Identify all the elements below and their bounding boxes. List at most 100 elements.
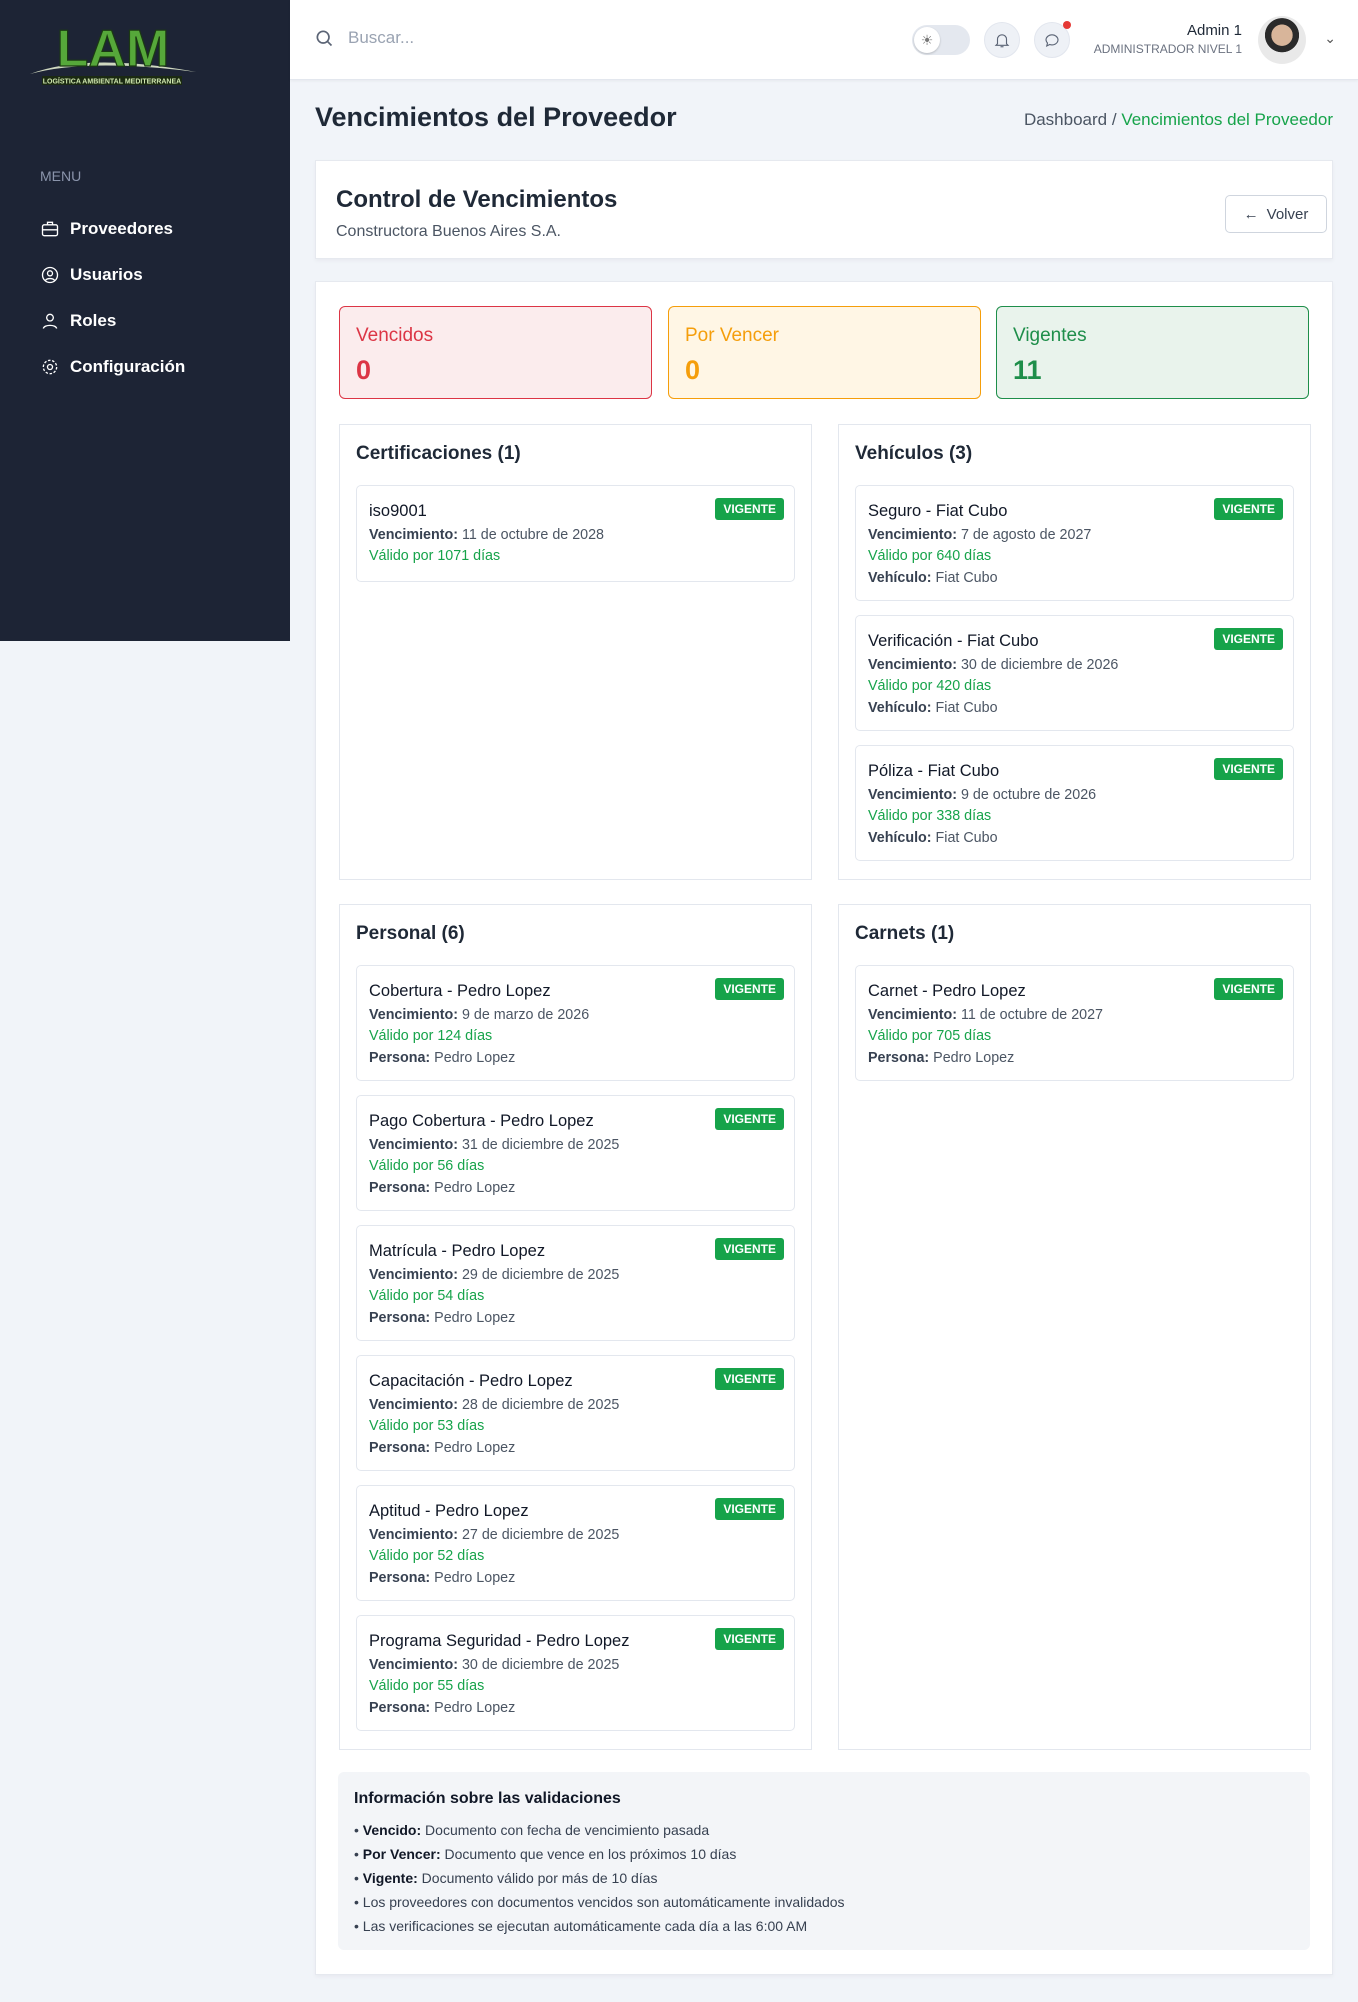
- expiry-date: 29 de diciembre de 2025: [461, 1267, 620, 1283]
- breadcrumb-dashboard[interactable]: Dashboard /: [1023, 110, 1117, 129]
- theme-toggle[interactable]: ☀: [912, 25, 970, 55]
- document-name: iso9001: [369, 502, 427, 520]
- document-name: Verificación - Fiat Cubo: [868, 632, 1039, 650]
- status-badge: VIGENTE: [715, 1108, 784, 1130]
- owner-label: Persona:: [369, 1310, 431, 1326]
- expiry-line: Vencimiento: 11 de octubre de 2027: [868, 1007, 1281, 1023]
- owner-value: Pedro Lopez: [434, 1180, 516, 1196]
- status-badge: VIGENTE: [715, 1628, 784, 1650]
- sidebar-item-label: Configuración: [70, 357, 186, 376]
- expiry-label: Vencimiento:: [868, 527, 957, 543]
- status-badge: VIGENTE: [1214, 758, 1283, 780]
- owner-label: Persona:: [868, 1050, 930, 1066]
- expiry-date: 9 de octubre de 2026: [960, 787, 1097, 803]
- owner-line: Persona: Pedro Lopez: [369, 1700, 782, 1716]
- status-badge: VIGENTE: [1214, 628, 1283, 650]
- notifications-button[interactable]: [984, 22, 1020, 58]
- svg-text:LAM: LAM: [57, 22, 170, 78]
- owner-line: Persona: Pedro Lopez: [369, 1570, 782, 1586]
- sidebar: LAM LOGÍSTICA AMBIENTAL MEDITERRANEA MEN…: [0, 0, 290, 641]
- owner-label: Vehículo:: [868, 570, 932, 586]
- validity-text: Válido por 52 días: [369, 1548, 485, 1564]
- section-carnets: Carnets (1) Carnet - Pedro Lopez VIGENTE Ve…: [838, 904, 1311, 1750]
- owner-line: Vehículo: Fiat Cubo: [868, 700, 1281, 716]
- status-badge: VIGENTE: [715, 1368, 784, 1390]
- stat-vencidos: Vencidos 0: [339, 306, 652, 399]
- control-card: Control de Vencimientos Constructora Bue…: [315, 160, 1333, 259]
- search-box[interactable]: Buscar...: [314, 28, 414, 48]
- section-title: Carnets (1): [855, 923, 955, 944]
- sidebar-item-configuracion[interactable]: Configuración: [40, 344, 185, 390]
- avatar[interactable]: [1258, 16, 1306, 64]
- sidebar-item-usuarios[interactable]: Usuarios: [40, 252, 185, 298]
- stat-por-vencer: Por Vencer 0: [668, 306, 981, 399]
- expiry-date: 31 de diciembre de 2025: [461, 1137, 620, 1153]
- document-card[interactable]: Pago Cobertura - Pedro Lopez VIGENTE Venci…: [356, 1095, 795, 1211]
- owner-value: Pedro Lopez: [434, 1310, 516, 1326]
- validity-text: Válido por 54 días: [369, 1288, 485, 1304]
- messages-button[interactable]: [1034, 21, 1071, 58]
- expiry-label: Vencimiento:: [369, 1267, 458, 1283]
- info-box: Información sobre las validaciones • Ven…: [338, 1772, 1310, 1950]
- document-name: Seguro - Fiat Cubo: [868, 502, 1008, 520]
- validity-text: Válido por 124 días: [369, 1028, 493, 1044]
- document-card[interactable]: Programa Seguridad - Pedro Lopez VIGENTE V…: [356, 1615, 795, 1731]
- user-role: ADMINISTRADOR NIVEL 1: [1093, 42, 1242, 56]
- document-card[interactable]: Póliza - Fiat Cubo VIGENTE Vencimiento: 9 …: [855, 745, 1294, 861]
- expiry-line: Vencimiento: 28 de diciembre de 2025: [369, 1397, 782, 1413]
- document-card[interactable]: Matrícula - Pedro Lopez VIGENTE Vencimient…: [356, 1225, 795, 1341]
- chevron-down-icon[interactable]: ⌄: [1324, 30, 1336, 46]
- expiry-date: 11 de octubre de 2028: [461, 527, 604, 543]
- owner-line: Persona: Pedro Lopez: [369, 1310, 782, 1326]
- stat-vigentes: Vigentes 11: [996, 306, 1309, 399]
- document-name: Programa Seguridad - Pedro Lopez: [369, 1632, 630, 1650]
- document-card[interactable]: Aptitud - Pedro Lopez VIGENTE Vencimiento:…: [356, 1485, 795, 1601]
- stat-value: 0: [685, 355, 701, 385]
- document-name: Aptitud - Pedro Lopez: [369, 1502, 529, 1520]
- info-item-text: Las verificaciones se ejecutan automátic…: [362, 1918, 808, 1934]
- expiry-line: Vencimiento: 30 de diciembre de 2025: [369, 1657, 782, 1673]
- control-title: Control de Vencimientos: [336, 186, 618, 213]
- sidebar-item-proveedores[interactable]: Proveedores: [40, 206, 185, 252]
- expiry-label: Vencimiento:: [369, 1657, 458, 1673]
- expiry-label: Vencimiento:: [369, 1137, 458, 1153]
- svg-text:LOGÍSTICA AMBIENTAL MEDITERRAN: LOGÍSTICA AMBIENTAL MEDITERRANEA: [43, 77, 181, 86]
- search-input[interactable]: Buscar...: [348, 28, 415, 47]
- validity-text: Válido por 53 días: [369, 1418, 485, 1434]
- back-button[interactable]: ← Volver: [1225, 195, 1327, 233]
- owner-label: Persona:: [369, 1050, 431, 1066]
- document-card[interactable]: Verificación - Fiat Cubo VIGENTE Vencimien…: [855, 615, 1294, 731]
- sidebar-nav: Proveedores Usuarios Roles Configuración: [40, 206, 185, 390]
- info-item-text: Documento válido por más de 10 días: [417, 1870, 658, 1886]
- owner-value: Fiat Cubo: [935, 570, 998, 586]
- owner-label: Persona:: [369, 1180, 431, 1196]
- expiry-line: Vencimiento: 7 de agosto de 2027: [868, 527, 1281, 543]
- expiry-date: 11 de octubre de 2027: [960, 1007, 1103, 1023]
- expiry-date: 30 de diciembre de 2025: [461, 1657, 620, 1673]
- document-name: Pago Cobertura - Pedro Lopez: [369, 1112, 594, 1130]
- section-title: Certificaciones (1): [356, 443, 521, 464]
- section-certificaciones: Certificaciones (1) iso9001 VIGENTE Vencimi…: [339, 424, 812, 880]
- expiry-line: Vencimiento: 27 de diciembre de 2025: [369, 1527, 782, 1543]
- lam-logo[interactable]: LAM LOGÍSTICA AMBIENTAL MEDITERRANEA: [28, 22, 198, 92]
- document-name: Capacitación - Pedro Lopez: [369, 1372, 573, 1390]
- sidebar-item-roles[interactable]: Roles: [40, 298, 185, 344]
- document-card[interactable]: Seguro - Fiat Cubo VIGENTE Vencimiento: 7 …: [855, 485, 1294, 601]
- document-card[interactable]: iso9001 VIGENTE Vencimiento: 11 de octubre…: [356, 485, 795, 582]
- status-badge: VIGENTE: [715, 978, 784, 1000]
- info-item-text: Documento que vence en los próximos 10 d…: [440, 1846, 737, 1862]
- expiry-label: Vencimiento:: [369, 527, 458, 543]
- owner-label: Persona:: [369, 1440, 431, 1456]
- expiry-line: Vencimiento: 9 de marzo de 2026: [369, 1007, 782, 1023]
- expiry-label: Vencimiento:: [369, 1007, 458, 1023]
- document-card[interactable]: Cobertura - Pedro Lopez VIGENTE Vencimient…: [356, 965, 795, 1081]
- main-card: Información sobre las validaciones • Ven…: [315, 281, 1333, 1975]
- document-card[interactable]: Capacitación - Pedro Lopez VIGENTE Vencimi…: [356, 1355, 795, 1471]
- notification-dot: [1063, 21, 1071, 29]
- document-card[interactable]: Carnet - Pedro Lopez VIGENTE Vencimiento: …: [855, 965, 1294, 1081]
- info-list: • Vencido: Documento con fecha de vencim…: [354, 1818, 1294, 1938]
- provider-name: Constructora Buenos Aires S.A.: [336, 223, 561, 240]
- owner-value: Pedro Lopez: [434, 1440, 516, 1456]
- user-menu[interactable]: Admin 1 ADMINISTRADOR NIVEL 1: [1094, 22, 1242, 56]
- info-item-label: Vigente:: [362, 1870, 418, 1886]
